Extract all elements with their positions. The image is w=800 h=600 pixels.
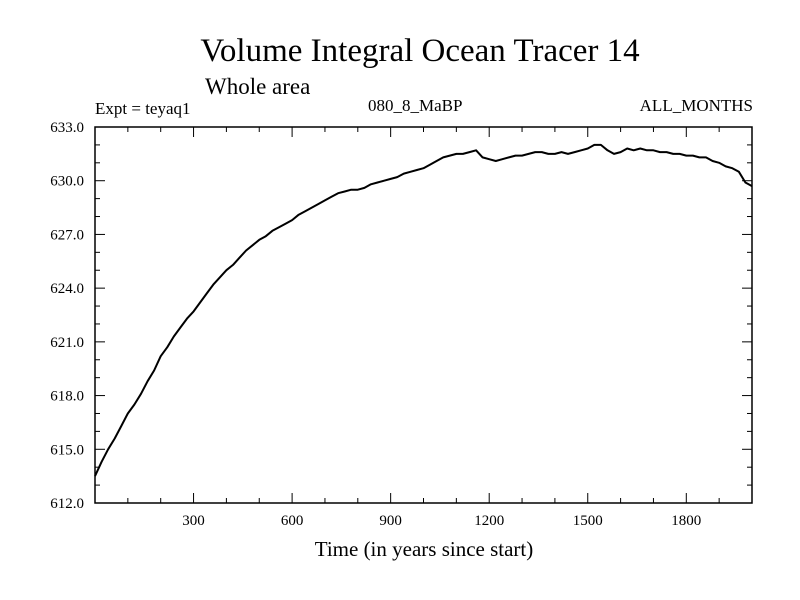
y-tick-label: 621.0 bbox=[50, 335, 84, 351]
x-tick-label: 900 bbox=[379, 513, 402, 529]
y-tick-label: 633.0 bbox=[50, 120, 84, 136]
x-tick-label: 1500 bbox=[573, 513, 603, 529]
chart-subtitle: Whole area bbox=[205, 74, 311, 99]
experiment-label: Expt = teyaq1 bbox=[95, 99, 191, 118]
y-tick-label: 612.0 bbox=[50, 496, 84, 512]
plot-frame bbox=[94, 126, 753, 504]
y-tick-label: 618.0 bbox=[50, 389, 84, 405]
y-tick-label: 615.0 bbox=[50, 442, 84, 458]
period-label: 080_8_MaBP bbox=[368, 96, 463, 115]
months-label: ALL_MONTHS bbox=[639, 96, 753, 115]
axis-ticks bbox=[95, 127, 752, 503]
x-tick-label: 1800 bbox=[671, 513, 701, 529]
y-tick-label: 630.0 bbox=[50, 174, 84, 190]
x-tick-label: 600 bbox=[281, 513, 304, 529]
x-tick-label: 300 bbox=[182, 513, 205, 529]
x-axis-label: Time (in years since start) bbox=[314, 537, 534, 561]
series-line bbox=[94, 143, 753, 477]
y-tick-label: 627.0 bbox=[50, 227, 84, 243]
y-tick-label: 624.0 bbox=[50, 281, 84, 297]
axis-tick-labels: 300 600 900 1200 1500 1800 612.0 615.0 618.0 621.… bbox=[50, 120, 701, 529]
chart-title: Volume Integral Ocean Tracer 14 bbox=[200, 33, 640, 69]
x-tick-label: 1200 bbox=[474, 513, 504, 529]
